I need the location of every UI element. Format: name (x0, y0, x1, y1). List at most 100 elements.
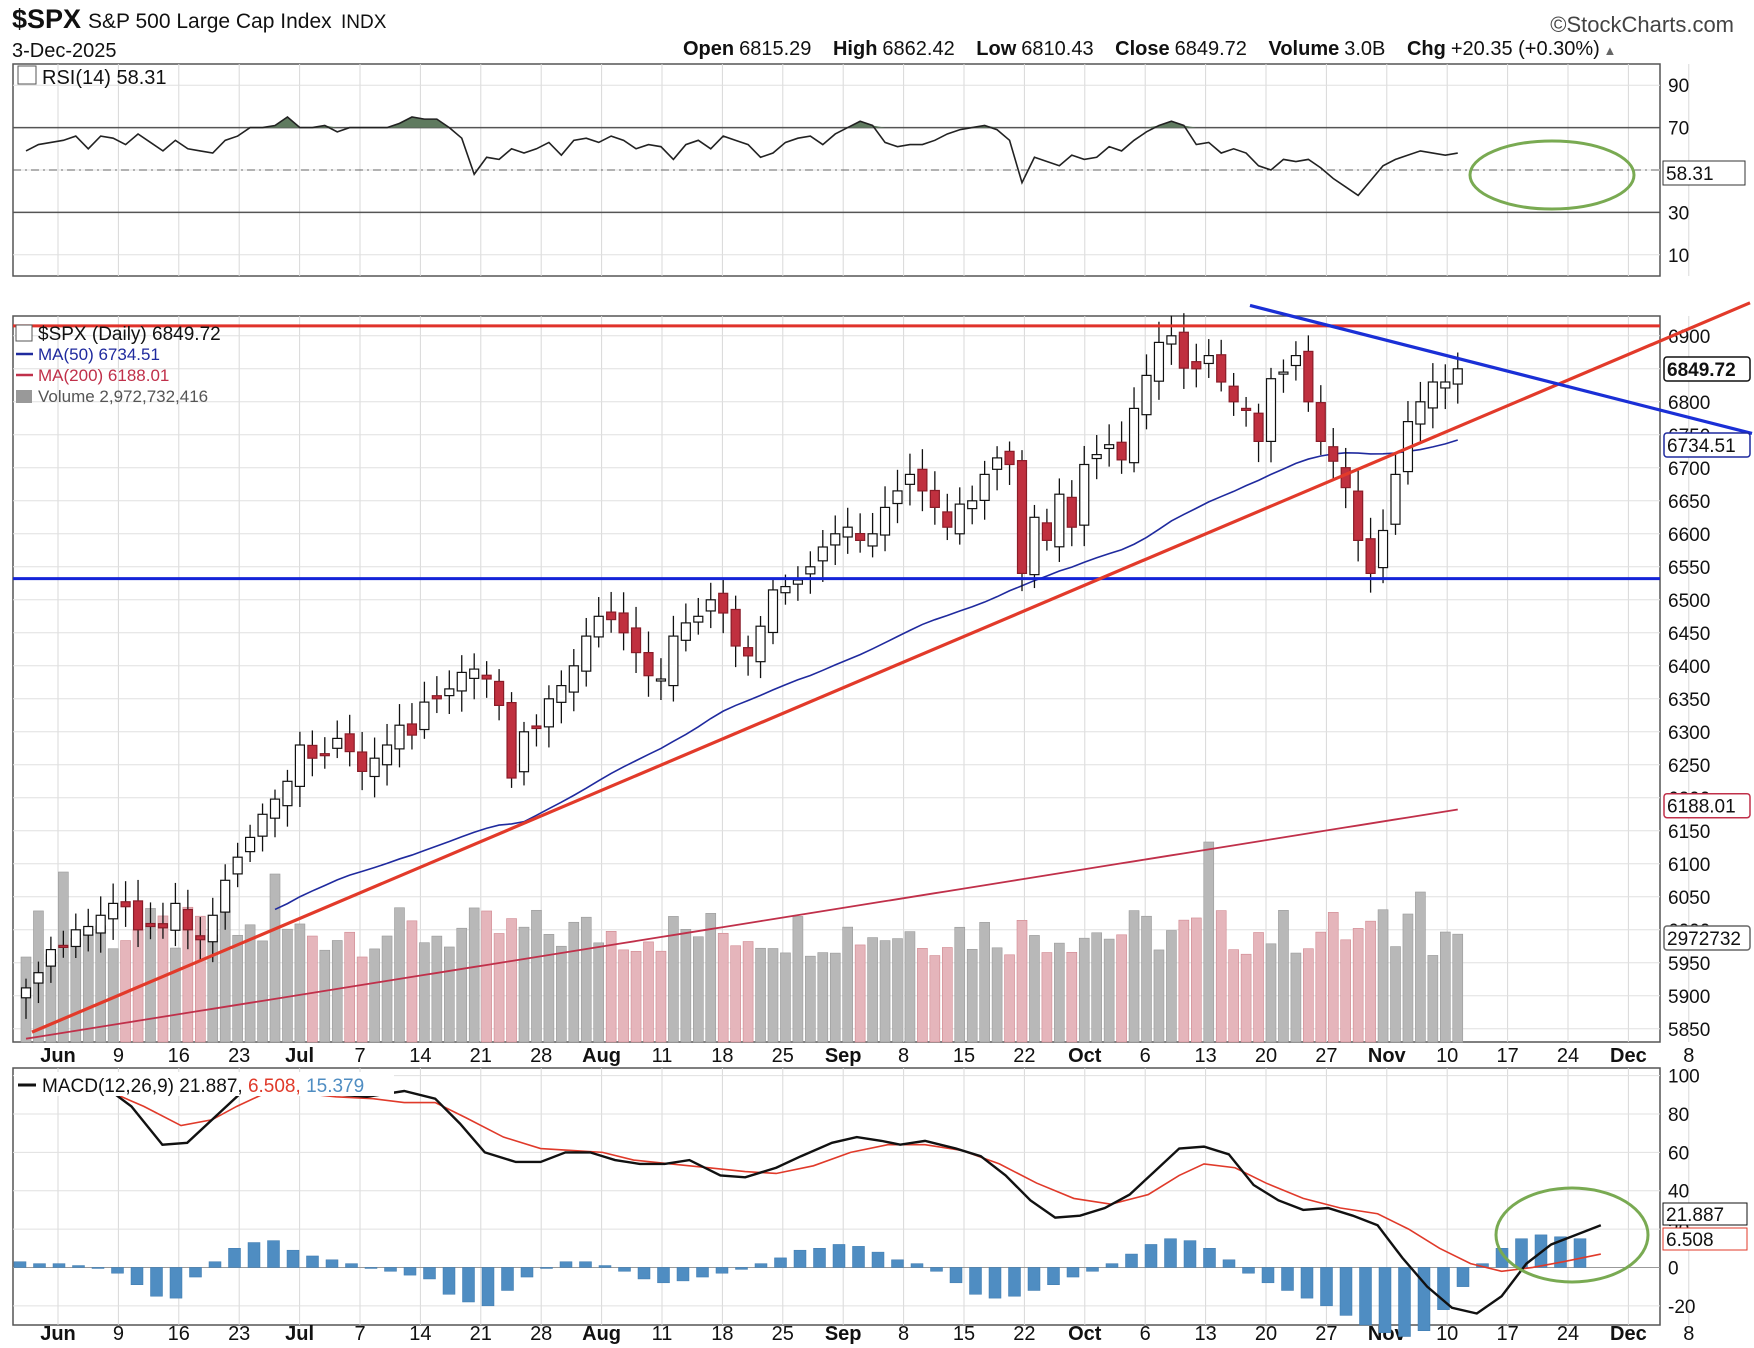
candle-body (1216, 354, 1227, 383)
macd-histogram-bar (696, 1267, 709, 1278)
candle-body (867, 533, 878, 547)
candle-body (755, 625, 766, 663)
macd-histogram-bar (52, 1263, 66, 1268)
volume-bar (1377, 909, 1389, 1043)
candle-body (792, 579, 804, 585)
rsi-legend-icon (17, 65, 37, 85)
macd-legend-part: 15.379 (306, 1076, 364, 1097)
x-tick-label: Dec (1610, 1323, 1647, 1345)
candle-body (967, 500, 978, 510)
volume-bar (904, 931, 916, 1043)
macd-histogram-bar (618, 1267, 631, 1272)
candle-body (1415, 401, 1426, 425)
x-tick-label: Nov (1368, 1323, 1407, 1345)
close-price-tag-box (1663, 356, 1751, 382)
volume-bar (506, 918, 517, 1043)
x-tick-label: 11 (652, 1045, 673, 1067)
macd-histogram-bar (910, 1263, 924, 1268)
candle-body (979, 473, 990, 501)
x-tick-label: 6 (1140, 1045, 1151, 1067)
candle-body (805, 566, 816, 575)
volume-bar (369, 948, 380, 1043)
macd-value-tag (1662, 1202, 1748, 1226)
quote-bar: Open 6815.29 High 6862.42 Low 6810.43 Close… (683, 38, 1616, 61)
macd-histogram-bar (1047, 1267, 1060, 1285)
x-tick-label: 6 (1140, 1323, 1151, 1345)
macd-histogram-bar (871, 1251, 885, 1268)
macd-histogram-bar (384, 1267, 397, 1272)
price-tick-label: 6800 (1668, 393, 1710, 414)
candle-body (170, 902, 181, 931)
volume-bar (730, 945, 741, 1043)
candle-body (344, 733, 355, 753)
volume-bar (1427, 955, 1439, 1043)
volume-bar (630, 950, 642, 1043)
open-value: 6815.29 (739, 38, 812, 60)
volume-bar (1116, 934, 1127, 1043)
volume-bar (1203, 841, 1215, 1043)
volume-bar (244, 924, 256, 1043)
close-price-tag: 6849.72 (1667, 360, 1736, 381)
candle-body (1116, 441, 1127, 461)
high-label: High (832, 38, 878, 60)
macd-histogram-bar (1417, 1267, 1431, 1332)
x-tick-label: 20 (1255, 1045, 1277, 1067)
x-tick-label: 8 (1683, 1323, 1694, 1345)
x-tick-label: 20 (1255, 1323, 1277, 1345)
candle-body (742, 647, 754, 657)
volume-bar (443, 946, 455, 1043)
volume-value: 3.0B (1344, 38, 1386, 60)
x-tick-label: 25 (772, 1045, 794, 1067)
x-tick-label: Sep (825, 1323, 862, 1345)
volume-bar (817, 952, 829, 1043)
candle-body (1041, 522, 1053, 542)
macd-tick-label: 60 (1668, 1143, 1689, 1164)
candle-body (1091, 454, 1102, 460)
price-tick-label: 6100 (1668, 855, 1710, 876)
x-tick-label: 7 (354, 1323, 365, 1345)
rsi-legend: RSI(14) 58.31 (42, 67, 167, 89)
volume-bar (568, 921, 580, 1043)
candle-body (1066, 496, 1077, 528)
candle-body (718, 592, 729, 614)
candle-body (817, 546, 828, 562)
macd-histogram-bar (1144, 1244, 1158, 1268)
rsi-tick-label: 70 (1668, 119, 1689, 140)
candle-body (1440, 381, 1451, 389)
x-tick-label: 25 (772, 1323, 794, 1345)
candle-body (20, 987, 32, 999)
volume-bar (1390, 946, 1401, 1043)
macd-histogram-bar (442, 1267, 456, 1295)
volume-bar (643, 941, 654, 1043)
candle-body (954, 503, 965, 535)
candle-body (1166, 335, 1177, 345)
ma50-legend: MA(50) 6734.51 (38, 345, 160, 364)
candle-body (1104, 444, 1115, 450)
rising-trendline (31, 301, 1751, 1034)
candle-body (730, 608, 741, 647)
candle-body (1265, 378, 1277, 442)
volume-bar (493, 933, 505, 1043)
macd-histogram-bar (1281, 1267, 1294, 1291)
x-tick-label: Sep (825, 1045, 862, 1067)
candle-body (917, 468, 928, 492)
x-tick-label: 21 (470, 1323, 492, 1345)
macd-histogram-bar (1027, 1267, 1041, 1291)
macd-histogram-bar (1066, 1267, 1080, 1278)
candle-body (406, 723, 418, 736)
candle-body (929, 489, 940, 508)
candle-body (879, 506, 891, 536)
volume-bar (879, 940, 891, 1043)
volume-bar (580, 916, 592, 1043)
falling-trendline (1249, 303, 1753, 436)
volume-bar (468, 907, 480, 1043)
x-tick-label: 16 (168, 1045, 190, 1067)
volume-bar (1303, 948, 1314, 1043)
volume-bar (705, 913, 717, 1043)
macd-histogram-bar (715, 1267, 729, 1274)
macd-tick-label: 0 (1668, 1258, 1679, 1279)
candle-body (431, 695, 442, 700)
volume-bar (419, 942, 430, 1043)
macd-tick-label: -20 (1668, 1297, 1695, 1318)
x-tick-label: Jun (40, 1323, 76, 1345)
